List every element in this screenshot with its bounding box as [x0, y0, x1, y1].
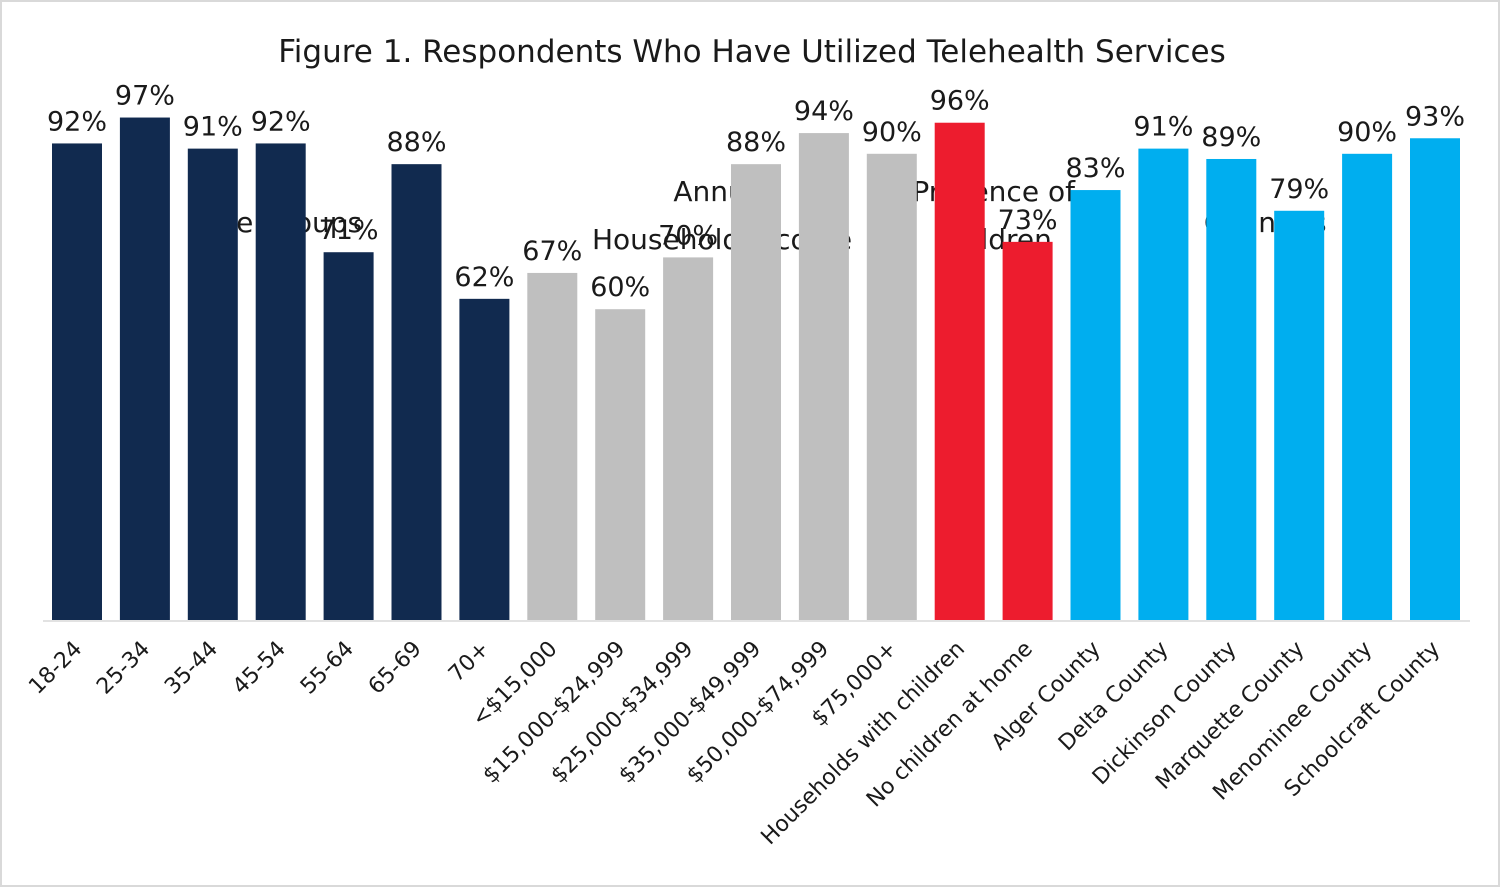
value-label: 91% — [183, 112, 243, 143]
value-label: 88% — [386, 127, 446, 158]
value-label: 90% — [1337, 117, 1397, 148]
x-tick-label: 18-24 — [24, 637, 87, 700]
bar — [119, 117, 170, 620]
value-labels: 92% 97% 91% 92% 71% 88% 62% 67% 60% 70% 88% 94% 90% 9… — [47, 81, 1465, 304]
value-label: 70% — [658, 220, 718, 251]
value-label: 89% — [1201, 122, 1261, 153]
value-label: 73% — [998, 205, 1058, 236]
bar — [323, 252, 374, 620]
bar — [52, 143, 102, 620]
value-label: 83% — [1065, 153, 1125, 184]
value-label: 67% — [522, 236, 582, 267]
value-label: 96% — [930, 86, 990, 117]
bar — [459, 298, 510, 620]
value-label: 93% — [1405, 101, 1465, 132]
value-label: 90% — [862, 117, 922, 148]
bars — [52, 117, 1460, 621]
bar — [866, 153, 917, 621]
x-tick-label: 65-69 — [364, 637, 427, 700]
bar — [1206, 158, 1257, 621]
bar — [187, 148, 238, 620]
x-tick-label: 45-54 — [228, 637, 291, 700]
bar — [1138, 148, 1189, 620]
value-label: 92% — [47, 106, 107, 137]
bar — [731, 164, 781, 620]
x-tick-label: 55-64 — [296, 637, 359, 700]
chart-title: Figure 1. Respondents Who Have Utilized … — [278, 34, 1226, 70]
bar — [1070, 190, 1121, 620]
bar — [1274, 210, 1325, 620]
value-label: 79% — [1269, 174, 1329, 205]
bar — [1342, 153, 1393, 621]
x-tick-labels: 18-24 25-34 35-44 45-54 55-64 65-69 70+<$15,00… — [24, 637, 1445, 850]
value-label: 88% — [726, 127, 786, 158]
value-label: 60% — [590, 272, 650, 303]
bar — [595, 309, 646, 620]
value-label: 62% — [454, 262, 514, 293]
bar — [1410, 138, 1460, 620]
bar — [663, 257, 714, 620]
bar — [255, 143, 306, 620]
value-label: 92% — [251, 106, 311, 137]
value-label: 97% — [115, 81, 175, 112]
bar — [798, 133, 849, 620]
value-label: 94% — [794, 96, 854, 127]
value-label: 91% — [1133, 112, 1193, 143]
x-tick-label: 35-44 — [160, 637, 223, 700]
bar — [527, 272, 578, 620]
x-tick-label: 25-34 — [92, 637, 155, 700]
bar — [1002, 241, 1053, 621]
x-tick-label: 70+ — [444, 637, 495, 688]
value-label: 71% — [319, 215, 379, 246]
bar — [934, 122, 985, 620]
bar — [391, 164, 442, 620]
